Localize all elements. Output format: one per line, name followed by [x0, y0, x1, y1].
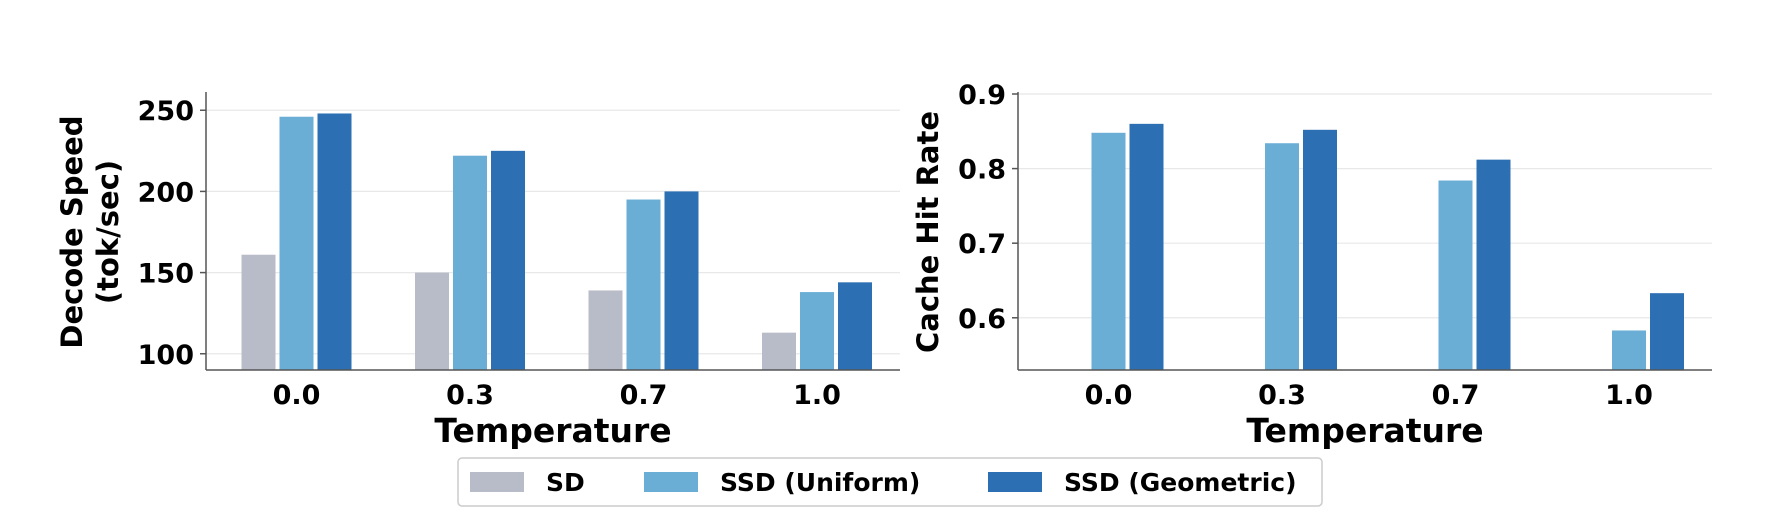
y-tick-label: 100: [138, 340, 194, 371]
bar-sd-1-0: [762, 332, 796, 370]
x-tick-label: 0.3: [446, 380, 494, 411]
y-axis-title: Decode Speed: [55, 115, 89, 348]
legend-swatch: [470, 472, 524, 492]
bar-ssd-geometric-0-7: [664, 191, 699, 370]
bar-ssd-uniform-0-3: [1265, 143, 1299, 370]
y-tick-label: 250: [138, 96, 194, 127]
y-axis-title: Cache Hit Rate: [911, 111, 945, 353]
x-tick-label: 1.0: [793, 380, 841, 411]
x-axis-title: Temperature: [1246, 411, 1483, 450]
bar-ssd-uniform-0-0: [1091, 132, 1126, 370]
bar-ssd-geometric-1-0: [1650, 293, 1684, 370]
bar-sd-0-0: [241, 254, 276, 370]
x-tick-label: 0.0: [1085, 380, 1133, 411]
bar-ssd-geometric-1-0: [838, 282, 872, 370]
x-tick-label: 1.0: [1605, 380, 1653, 411]
x-tick-label: 0.7: [620, 380, 668, 411]
bar-ssd-uniform-0-7: [626, 199, 661, 370]
bar-ssd-uniform-0-7: [1438, 180, 1473, 370]
bar-ssd-uniform-0-3: [453, 155, 487, 370]
x-tick-label: 0.3: [1258, 380, 1306, 411]
decode-speed-panel: 100 150 200 250 0.0 0.3 0.7 1.0 Temperature Decod…: [55, 92, 900, 450]
cache-hit-rate-panel: 0.6 0.7 0.8 0.9 0.0 0.3 0.7 1.0 Temperature Cache…: [911, 80, 1712, 450]
legend-label: SD: [546, 468, 585, 497]
bar-sd-0-7: [588, 290, 623, 370]
legend-frame: [457, 457, 1323, 507]
y-tick-label: 0.9: [958, 80, 1006, 111]
bar-ssd-uniform-0-0: [279, 116, 314, 371]
bar-ssd-uniform-1-0: [1612, 330, 1646, 370]
legend-label: SSD (Geometric): [1064, 468, 1297, 497]
y-tick-label: 0.7: [958, 229, 1006, 260]
x-tick-label: 0.0: [273, 380, 321, 411]
bar-ssd-geometric-0-0: [317, 113, 352, 370]
bar-ssd-geometric-0-3: [1303, 129, 1337, 370]
y-axis-title: (tok/sec): [91, 160, 125, 304]
y-tick-label: 200: [138, 177, 194, 208]
legend: SD SSD (Uniform) SSD (Geometric): [457, 457, 1323, 507]
legend-label: SSD (Uniform): [720, 468, 920, 497]
y-tick-label: 0.8: [958, 155, 1006, 186]
x-axis-title: Temperature: [434, 411, 671, 450]
bar-ssd-geometric-0-7: [1476, 159, 1511, 370]
x-tick-label: 0.7: [1432, 380, 1480, 411]
y-tick-label: 150: [138, 259, 194, 290]
bar-sd-0-3: [415, 272, 449, 370]
bar-ssd-geometric-0-0: [1129, 123, 1164, 371]
bar-ssd-geometric-0-3: [491, 150, 525, 370]
bar-ssd-uniform-1-0: [800, 292, 834, 370]
legend-swatch: [644, 472, 698, 492]
y-tick-label: 0.6: [958, 304, 1006, 335]
legend-swatch: [988, 472, 1042, 492]
